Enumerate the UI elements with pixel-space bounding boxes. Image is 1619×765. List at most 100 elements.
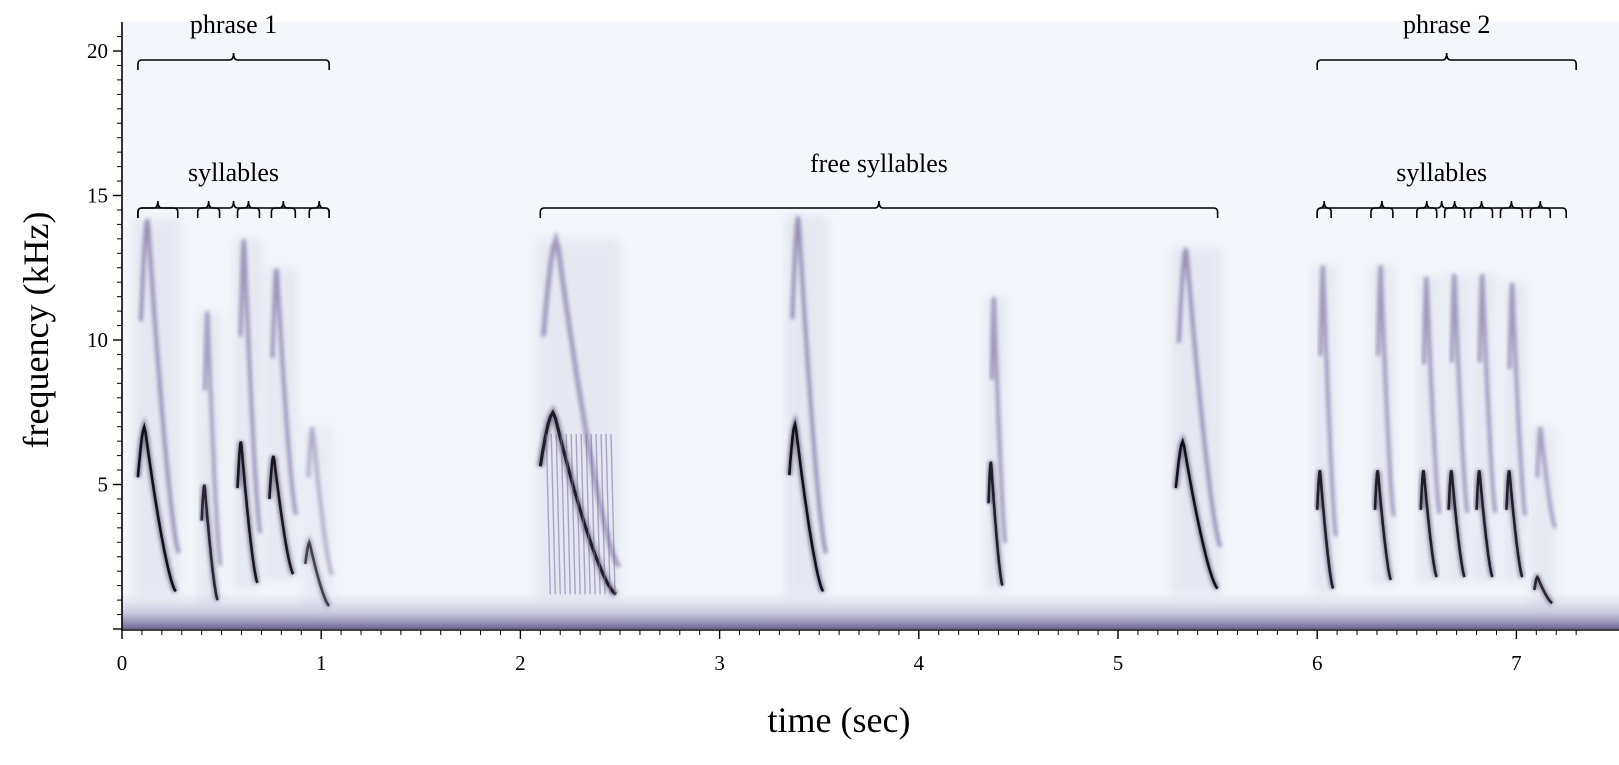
syllable-streak [610, 433, 616, 595]
syllable-streak [570, 433, 576, 595]
syllable-streak [605, 433, 611, 595]
syllable-trace [265, 267, 299, 581]
y-tick-label: 20 [87, 39, 108, 63]
x-tick-label: 6 [1312, 651, 1323, 675]
x-axis-title: time (sec) [768, 700, 911, 740]
x-tick-label: 3 [714, 651, 725, 675]
x-tick-label: 7 [1511, 651, 1522, 675]
low-frequency-noise-band [122, 592, 1619, 629]
syllable-harmonic [1176, 247, 1223, 548]
syllable-fundamental [236, 441, 259, 584]
syllable-harmonic [138, 218, 181, 554]
axis-ticks: 0 1 2 3 4 5 6 7 5 10 15 20 [87, 36, 1577, 675]
syllable-streak [580, 433, 586, 595]
syllable-bracket [236, 200, 261, 218]
syllable-trace [1472, 273, 1498, 583]
syllable-fundamental [1505, 470, 1524, 578]
syllable-bracket [1370, 200, 1394, 218]
syllable-group-label: free syllables [810, 149, 948, 178]
phrase-label: phrase 1 [190, 10, 277, 39]
syllable-harmonic [989, 297, 1008, 544]
syllable-group-label: syllables [188, 158, 279, 187]
syllable-harmonic [1477, 273, 1498, 514]
syllable-bracket [270, 200, 297, 218]
syllable-bracket [1443, 200, 1466, 218]
syllable-harmonic [306, 426, 335, 576]
syllable-trace [1313, 264, 1339, 595]
syllable-streak [565, 433, 571, 595]
y-tick-label: 10 [87, 328, 108, 352]
syllable-fundamental [200, 484, 219, 601]
syllable-harmonic [202, 311, 223, 566]
syllable-streak [590, 433, 596, 595]
syllable-bracket [1529, 200, 1552, 218]
syllable-harmonic [790, 216, 829, 554]
syllable-group-bracket [539, 200, 1219, 218]
syllable-trace [1502, 282, 1528, 583]
x-tick-label: 1 [316, 651, 327, 675]
syllable-bracket [1469, 200, 1494, 218]
syllable-bracket [196, 200, 221, 218]
syllable-streak [600, 433, 606, 595]
syllable-streak [575, 433, 581, 595]
syllable-harmonic [238, 239, 263, 534]
syllable-trace [1444, 273, 1470, 583]
syllable-fundamental [1447, 470, 1466, 578]
y-tick-label: 15 [87, 184, 108, 208]
syllable-bracket [137, 200, 179, 218]
syllable-fundamental [1419, 470, 1438, 578]
syllable-bracket [1316, 200, 1332, 218]
syllable-fundamental [304, 538, 331, 607]
syllable-bracket [1416, 200, 1438, 218]
syllable-trace [785, 215, 829, 598]
syllable-group-label: syllables [1396, 158, 1487, 187]
y-axis-title: frequency (kHz) [16, 212, 56, 449]
phrase-bracket [1316, 52, 1577, 70]
syllable-harmonic [1376, 265, 1396, 517]
syllable-streak [550, 433, 556, 595]
annotation-brackets: phrase 1 syllables free syllables phrase 2 s… [137, 10, 1577, 218]
syllable-fundamental [1533, 574, 1553, 605]
syllable-harmonic [540, 230, 622, 568]
syllable-trace [1171, 247, 1223, 595]
syllable-fundamental [1315, 470, 1335, 589]
syllable-fundamental [268, 455, 295, 575]
syllable-smear [785, 215, 828, 598]
syllable-fundamental [136, 422, 177, 593]
syllable-harmonic [1449, 273, 1470, 514]
syllable-harmonic [1507, 282, 1528, 516]
phrase-bracket [137, 52, 330, 70]
syllable-bracket [1499, 200, 1524, 218]
spectrogram-plot-area [122, 22, 1619, 629]
syllable-smear [133, 218, 180, 598]
syllable-harmonic [1421, 276, 1442, 514]
x-tick-label: 0 [117, 651, 128, 675]
syllable-trace [1416, 276, 1442, 583]
syllable-trace [536, 230, 622, 601]
syllable-trace [197, 311, 223, 607]
syllable-harmonic [1318, 265, 1339, 537]
phrase-label: phrase 2 [1403, 10, 1490, 39]
y-tick-label: 5 [98, 473, 109, 497]
syllable-fundamental [1174, 437, 1219, 590]
syllable-trace [233, 238, 263, 589]
syllable-streak [595, 433, 601, 595]
syllable-streak [560, 433, 566, 595]
x-tick-label: 5 [1113, 651, 1124, 675]
syllable-harmonic [1535, 426, 1558, 529]
syllable-trace [301, 426, 335, 612]
syllable-trace [133, 218, 181, 598]
syllable-streak [585, 433, 591, 595]
syllable-fundamental [1373, 470, 1393, 581]
syllable-trace [1370, 264, 1396, 586]
syllable-streak [545, 433, 551, 595]
syllable-fundamental [788, 419, 825, 593]
syllable-fundamental [1475, 470, 1494, 578]
syllable-traces [133, 215, 1558, 612]
syllable-trace [984, 296, 1008, 592]
x-tick-label: 2 [515, 651, 526, 675]
syllable-harmonic [270, 268, 299, 516]
syllable-bracket [308, 200, 330, 218]
